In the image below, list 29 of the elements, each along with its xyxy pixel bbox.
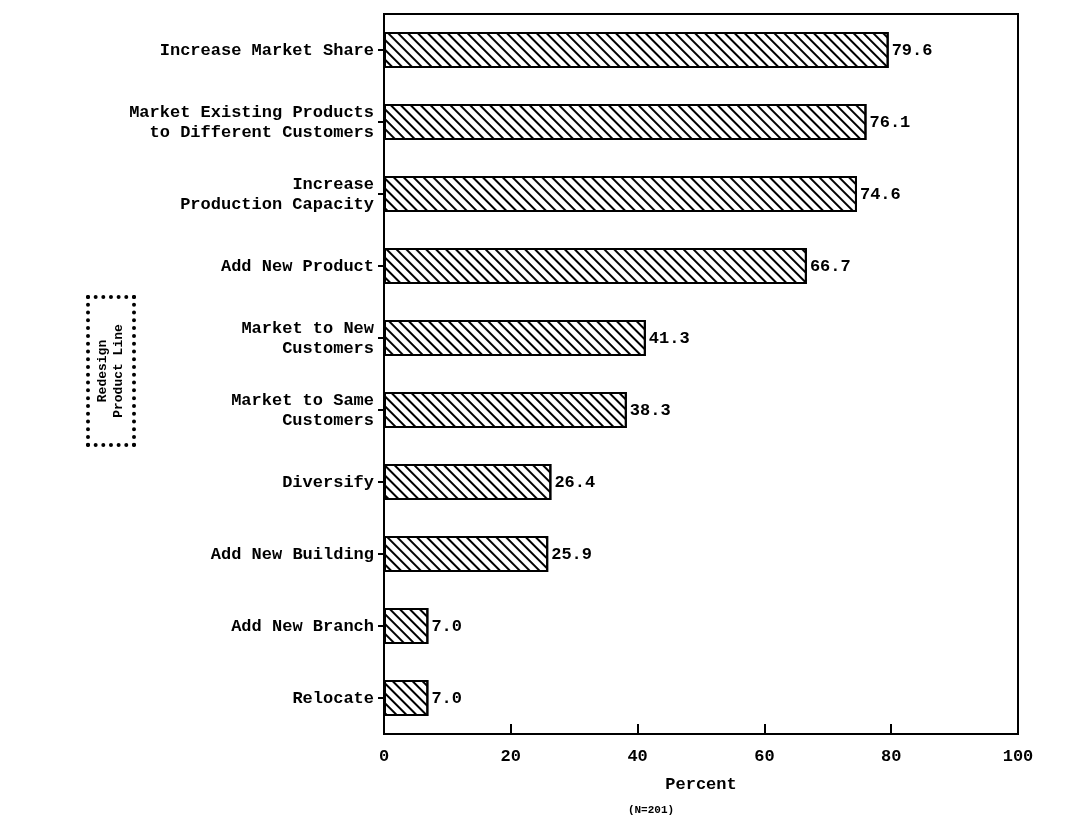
y-tick-label: Add New Building [210, 544, 374, 564]
y-tick-label: Market Existing Products to Different Customers [129, 102, 374, 142]
y-tick-label: Increase Market Share [159, 40, 374, 60]
x-tick-label: 0 [378, 747, 390, 766]
x-tick-label: 100 [1002, 747, 1034, 766]
y-tick-label: Increase Production Capacity [180, 174, 374, 214]
y-tick-label: Add New Branch [231, 616, 374, 636]
x-tick-label: 60 [754, 747, 775, 766]
x-axis-title: Percent [665, 775, 737, 794]
data-label: 41.3 [648, 328, 690, 348]
data-label: 66.7 [809, 256, 851, 276]
data-label: 7.0 [431, 616, 462, 636]
y-tick-label: Market to New Customers [241, 318, 375, 358]
data-label: 74.6 [859, 184, 901, 204]
dotted-outline: Redesign Product Line [86, 295, 136, 447]
x-tick-label: 40 [627, 747, 648, 766]
x-tick-label: 20 [500, 747, 521, 766]
data-label: 26.4 [554, 472, 596, 492]
data-label: 79.6 [891, 40, 933, 60]
text: (N=201) [626, 804, 676, 816]
y-tick-label: Diversify [282, 472, 374, 492]
data-label: 7.0 [431, 688, 462, 708]
data-label: 25.9 [551, 544, 593, 564]
y-tick-label: Market to Same Customers [231, 390, 374, 430]
y-tick-label: Add New Product [220, 256, 374, 276]
y-tick-label: Relocate [292, 688, 374, 708]
data-label: 38.3 [629, 400, 671, 420]
data-label: 76.1 [869, 112, 911, 132]
x-tick-label: 80 [881, 747, 902, 766]
